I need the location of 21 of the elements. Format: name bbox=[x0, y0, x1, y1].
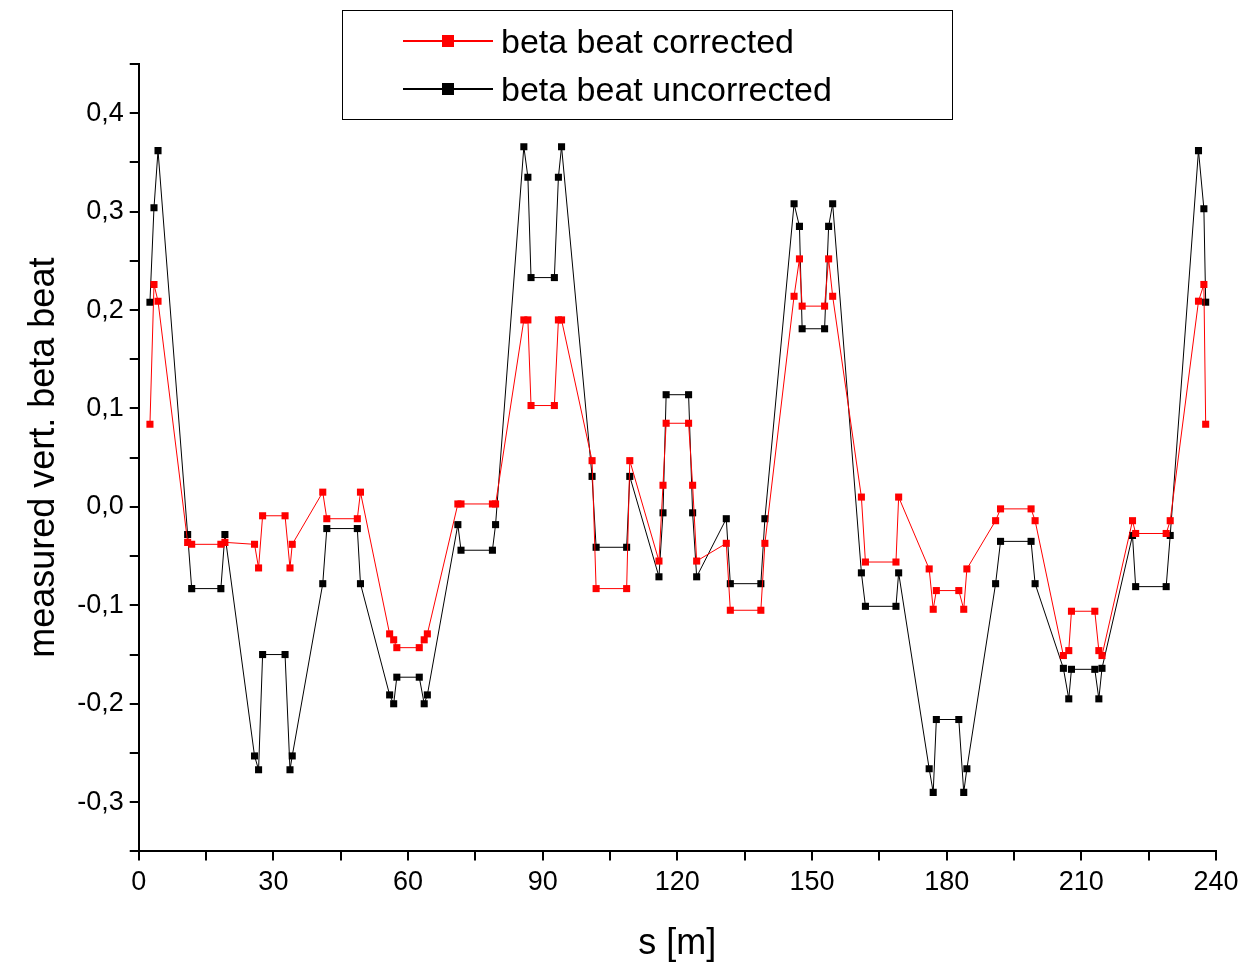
y-tick-label: -0,3 bbox=[77, 785, 124, 816]
y-tick-label: -0,1 bbox=[77, 588, 124, 619]
y-tick-label: 0,2 bbox=[86, 293, 124, 324]
x-axis-title: s [m] bbox=[638, 921, 717, 963]
y-axis-title: measured vert. beta beat bbox=[20, 257, 62, 658]
x-tick-label: 180 bbox=[924, 866, 970, 897]
x-tick-label: 150 bbox=[789, 866, 835, 897]
y-tick-label: 0,4 bbox=[86, 96, 124, 127]
x-tick-label: 30 bbox=[258, 866, 289, 897]
y-tick-label: 0,3 bbox=[86, 195, 124, 226]
legend-label: beta beat corrected bbox=[501, 21, 794, 62]
y-tick-label: 0,1 bbox=[86, 391, 124, 422]
x-tick-label: 210 bbox=[1058, 866, 1104, 897]
y-tick-label: 0,0 bbox=[86, 490, 124, 521]
x-tick-label: 120 bbox=[654, 866, 700, 897]
x-tick-label: 90 bbox=[527, 866, 558, 897]
x-tick-label: 0 bbox=[131, 866, 147, 897]
legend-label: beta beat uncorrected bbox=[501, 69, 832, 110]
x-tick-label: 240 bbox=[1193, 866, 1239, 897]
x-tick-label: 60 bbox=[393, 866, 424, 897]
y-tick-label: -0,2 bbox=[77, 687, 124, 718]
